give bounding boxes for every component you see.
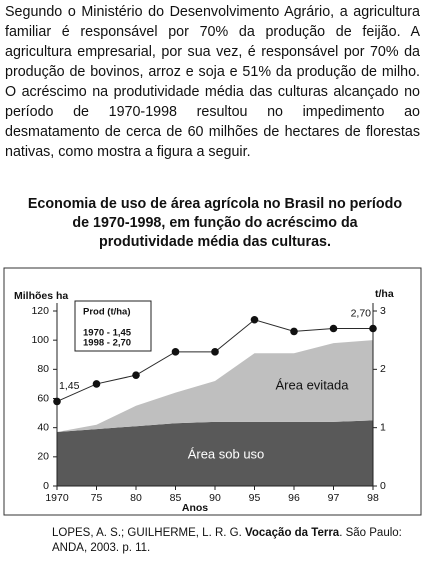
x-tick-label: 95: [249, 492, 261, 504]
paragraph: Segundo o Ministério do Desenvolvimento …: [5, 4, 420, 160]
legend-box: [74, 300, 152, 352]
point: [132, 371, 140, 379]
y2-tick-label: 1: [380, 421, 386, 433]
x-tick-label: 97: [328, 492, 340, 504]
y-tick-label: 20: [37, 451, 49, 463]
point: [92, 380, 101, 388]
x-tick-label: 96: [288, 492, 300, 504]
x-tick-label: 98: [367, 492, 379, 504]
chart-title: Economia de uso de área agrícola no Bras…: [27, 196, 403, 250]
annotation: 1970 - 1,45: [83, 328, 132, 339]
point: [53, 397, 61, 406]
value-label: 2,70: [351, 307, 372, 319]
point: [290, 327, 298, 336]
y2-tick-label: 2: [380, 363, 386, 375]
y-tick-label: 100: [31, 334, 49, 346]
x-tick-label: 75: [91, 492, 103, 504]
x-tick-label: 90: [209, 492, 221, 504]
chart-frame: [3, 267, 422, 516]
y-axis-label: Milhões ha: [14, 290, 68, 302]
x-tick-label: 1970: [45, 492, 69, 504]
area: [57, 420, 373, 486]
point: [211, 348, 219, 356]
y-tick-label: 120: [31, 305, 49, 317]
x-tick-label: 80: [130, 492, 142, 504]
chart: 0 20 40 60 80 100 120 0 1 2 3 1970 75 80 85 90 95 96 97 98 A…: [3, 267, 422, 516]
point: [369, 324, 377, 333]
area: [57, 340, 373, 433]
y-tick-label: 0: [43, 480, 49, 492]
y2-tick-label: 0: [380, 480, 386, 492]
y-tick-label: 60: [37, 392, 49, 404]
caption-title: Vocação da Terra: [245, 527, 340, 539]
value-label: 1,45: [59, 380, 80, 392]
area-label: Área sob uso: [188, 446, 265, 461]
point: [171, 348, 180, 356]
y2-tick-label: 3: [380, 305, 386, 317]
area-label: Área evitada: [276, 377, 350, 392]
y-tick-label: 40: [37, 421, 49, 433]
point: [329, 324, 338, 333]
point: [250, 315, 259, 324]
caption-authors: LOPES, A. S.; GUILHERME, L. R. G.: [52, 527, 242, 539]
caption: LOPES, A. S.; GUILHERME, L. R. G. Vocaçã…: [52, 526, 412, 556]
legend-title: Prod (t/ha): [83, 307, 131, 318]
annotation: 1998 - 2,70: [83, 338, 131, 349]
y-tick-label: 80: [37, 363, 49, 375]
x-axis-label: Anos: [182, 502, 208, 514]
y2-axis-label: t/ha: [375, 288, 394, 300]
caption-publication: . São Paulo: ANDA, 2003. p. 11.: [52, 527, 402, 554]
x-tick-label: 85: [170, 492, 182, 504]
